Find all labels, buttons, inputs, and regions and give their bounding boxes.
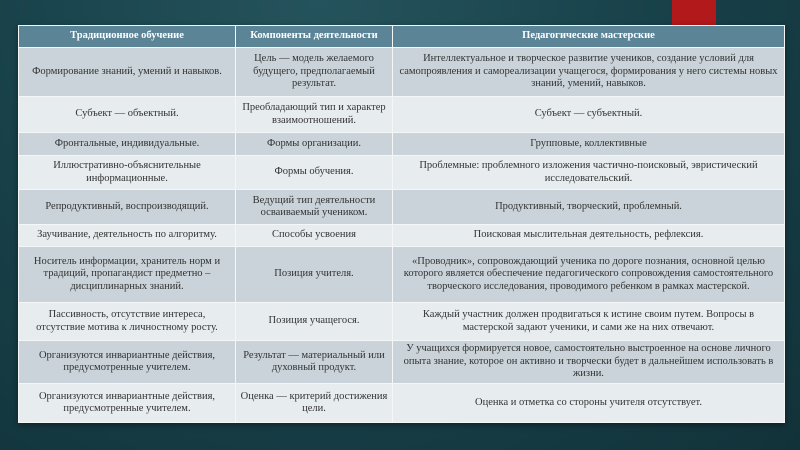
cell-traditional: Репродуктивный, воспроизводящий. <box>18 189 236 225</box>
cell-traditional: Пассивность, отсутствие интереса, отсутс… <box>18 302 236 341</box>
cell-traditional: Организуются инвариантные действия, пред… <box>18 383 236 423</box>
cell-workshop: Каждый участник должен продвигаться к ис… <box>392 302 785 341</box>
cell-traditional: Иллюстративно-объяснительные информацион… <box>18 155 236 190</box>
table-row: Организуются инвариантные действия, пред… <box>18 340 785 384</box>
header-components: Компоненты деятельности <box>235 25 393 48</box>
cell-component: Способы усвоения <box>235 224 393 247</box>
cell-component: Позиция учащегося. <box>235 302 393 341</box>
cell-component: Преобладающий тип и характер взаимоотнош… <box>235 96 393 133</box>
table-row: Субъект — объектный. Преобладающий тип и … <box>18 96 785 133</box>
comparison-table: Традиционное обучение Компоненты деятель… <box>18 25 785 423</box>
cell-traditional: Организуются инвариантные действия, пред… <box>18 340 236 384</box>
cell-workshop: «Проводник», сопровождающий ученика по д… <box>392 246 785 303</box>
table-row: Заучивание, деятельность по алгоритму. Сп… <box>18 224 785 247</box>
cell-workshop: У учащихся формируется новое, самостояте… <box>392 340 785 384</box>
cell-traditional: Субъект — объектный. <box>18 96 236 133</box>
cell-traditional: Фронтальные, индивидуальные. <box>18 132 236 156</box>
cell-component: Ведущий тип деятельности осваиваемый уче… <box>235 189 393 225</box>
cell-workshop: Субъект — субъектный. <box>392 96 785 133</box>
header-workshops: Педагогические мастерские <box>392 25 785 48</box>
table-row: Организуются инвариантные действия, пред… <box>18 383 785 423</box>
cell-workshop: Продуктивный, творческий, проблемный. <box>392 189 785 225</box>
table-row: Репродуктивный, воспроизводящий. Ведущий … <box>18 189 785 225</box>
cell-component: Оценка — критерий достижения цели. <box>235 383 393 423</box>
cell-workshop: Проблемные: проблемного изложения частич… <box>392 155 785 190</box>
cell-workshop: Оценка и отметка со стороны учителя отсу… <box>392 383 785 423</box>
cell-workshop: Интеллектуальное и творческое развитие у… <box>392 47 785 97</box>
cell-traditional: Формирование знаний, умений и навыков. <box>18 47 236 97</box>
header-traditional: Традиционное обучение <box>18 25 236 48</box>
table-row: Пассивность, отсутствие интереса, отсутс… <box>18 302 785 341</box>
cell-component: Цель — модель желаемого будущего, предпо… <box>235 47 393 97</box>
table-header-row: Традиционное обучение Компоненты деятель… <box>18 25 785 48</box>
table-row: Формирование знаний, умений и навыков. Це… <box>18 47 785 97</box>
table-row: Иллюстративно-объяснительные информацион… <box>18 155 785 190</box>
table-row: Носитель информации, хранитель норм и тр… <box>18 246 785 303</box>
cell-workshop: Групповые, коллективные <box>392 132 785 156</box>
accent-bar <box>672 0 716 25</box>
cell-component: Позиция учителя. <box>235 246 393 303</box>
cell-component: Формы организации. <box>235 132 393 156</box>
cell-workshop: Поисковая мыслительная деятельность, реф… <box>392 224 785 247</box>
table-row: Фронтальные, индивидуальные. Формы органи… <box>18 132 785 156</box>
cell-traditional: Заучивание, деятельность по алгоритму. <box>18 224 236 247</box>
cell-component: Формы обучения. <box>235 155 393 190</box>
cell-component: Результат — материальный или духовный пр… <box>235 340 393 384</box>
cell-traditional: Носитель информации, хранитель норм и тр… <box>18 246 236 303</box>
